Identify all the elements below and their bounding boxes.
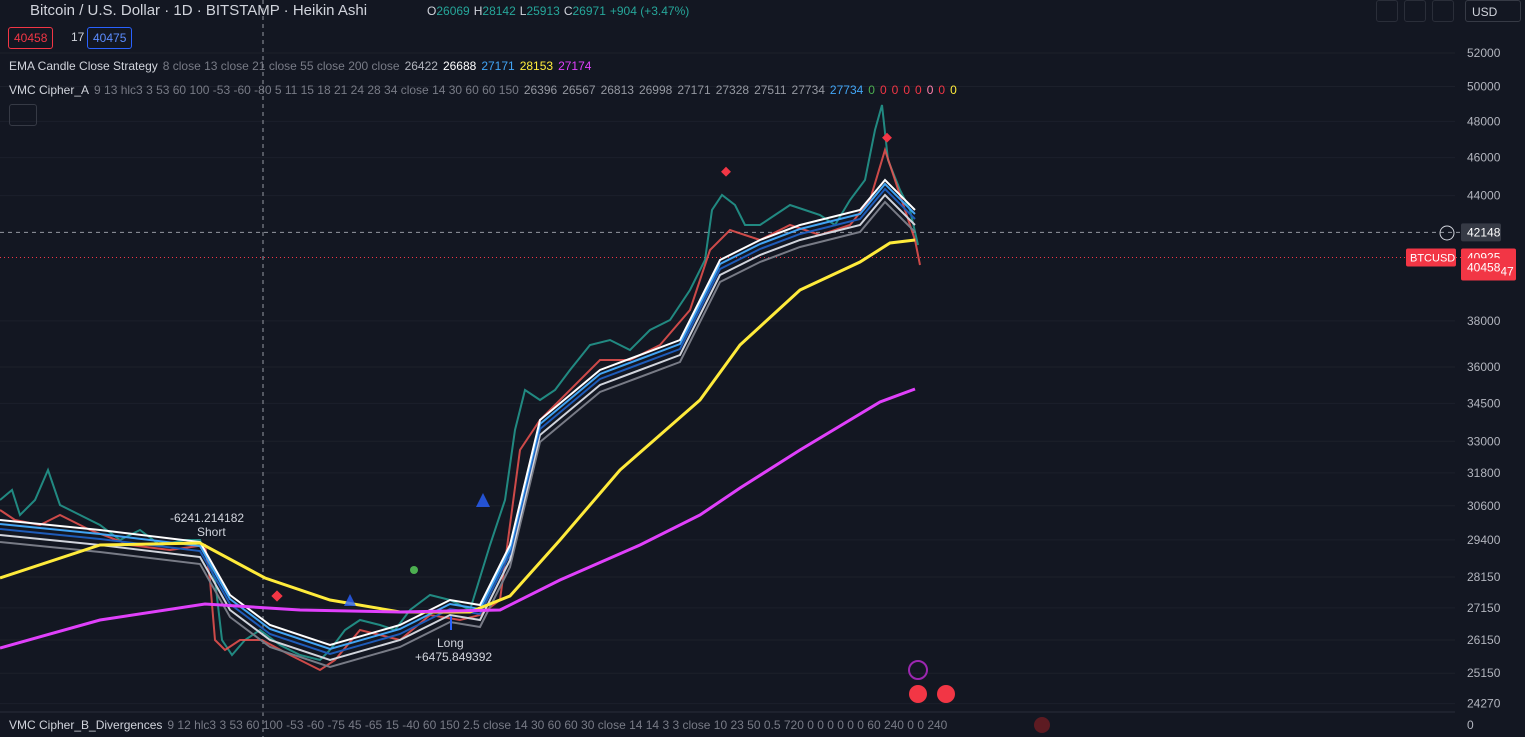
indicator-value: 27734 [791, 83, 825, 97]
indicator-value: 0 [868, 83, 875, 97]
indicator-value: 26688 [442, 59, 477, 73]
indicator-value: 0 [879, 83, 887, 97]
indicator-legend: VMC Cipher_A 9 13 hlc3 3 53 60 100 -53 -6… [9, 83, 957, 97]
y-tick-label: 28150 [1467, 570, 1501, 584]
indicator-value: 27511 [754, 83, 787, 97]
sell-marker [271, 590, 283, 602]
y-tick-label: 30600 [1467, 499, 1501, 513]
short-pnl: -6241.214182 [170, 511, 245, 525]
ohlc-value: 25913 [526, 4, 560, 18]
long-pnl: +6475.849392 [415, 650, 493, 664]
long-signal [476, 493, 490, 507]
y-tick-label: 44000 [1467, 189, 1501, 203]
toolbar-button[interactable] [1404, 0, 1426, 22]
ohlc-key: C [563, 4, 573, 18]
indicator-value: 26396 [523, 83, 558, 97]
indicator-params: 9 12 hlc3 3 53 60 100 -53 -60 -75 45 -65… [167, 718, 948, 732]
sell-marker [882, 132, 892, 143]
currency-select[interactable]: USD [1465, 0, 1521, 22]
indicator-value: 26813 [600, 83, 634, 97]
short-label: Short [197, 525, 226, 539]
y-tick-label: 34500 [1467, 396, 1501, 410]
indicator-value: 27328 [715, 83, 750, 97]
bid-label-bg [1461, 258, 1501, 277]
indicator-legend: EMA Candle Close Strategy 8 close 13 clos… [9, 59, 591, 73]
indicator-value: 28153 [519, 59, 554, 73]
indicator-value: 27734 [829, 83, 864, 97]
y-tick-label: 24270 [1467, 697, 1501, 711]
y-tick-label: 50000 [1467, 79, 1501, 93]
spread: 17 [71, 30, 85, 44]
ohlc-key: O [427, 4, 437, 18]
indicator-value: 0 [938, 83, 946, 97]
indicator-value: 27171 [677, 83, 711, 97]
y-tick-label: 31800 [1467, 466, 1501, 480]
indicator-value: 26998 [638, 83, 673, 97]
y-tick-label: 52000 [1467, 46, 1501, 60]
indicator-params: 9 13 hlc3 3 53 60 100 -53 -60 -80 5 11 1… [94, 83, 519, 97]
ohlc: O26069 H28142 L25913 C26971 +904 (+3.47%) [427, 4, 689, 18]
grid [0, 52, 1461, 705]
indicator-value: 27174 [558, 59, 592, 73]
indicator-name: VMC Cipher_B_Divergences [9, 718, 163, 732]
ohlc-value: 26971 [572, 4, 606, 18]
indicator-value: 0 [926, 83, 934, 97]
sell-marker [721, 166, 731, 177]
y-tick-label: 29400 [1467, 533, 1501, 547]
y-tick-label: 27150 [1467, 601, 1501, 615]
ohlc-change: +904 (+3.47%) [609, 4, 690, 18]
ema-ribbon [0, 178, 916, 669]
sell-button[interactable]: 40458 [8, 27, 54, 49]
indicator-value: 0 [950, 83, 957, 97]
indicator-params: 8 close 13 close 21 close 55 close 200 c… [162, 59, 400, 73]
event-flag [937, 685, 955, 703]
toolbar-button[interactable] [1432, 0, 1454, 22]
event-flag [909, 685, 927, 703]
y-tick-label: 46000 [1467, 151, 1501, 165]
long-signal [344, 594, 356, 606]
y-tick-label: 48000 [1467, 114, 1501, 128]
symbol-badge-bg [1406, 248, 1456, 267]
error-icon [1034, 717, 1050, 733]
bottom-legend: VMC Cipher_B_Divergences 9 12 hlc3 3 53 … [9, 718, 947, 732]
event-icon [908, 660, 928, 680]
indicator-name: EMA Candle Close Strategy [9, 59, 158, 73]
indicator-value: 0 [903, 83, 911, 97]
ohlc-value: 28142 [482, 4, 516, 18]
crosshair-label: 42148 [1467, 225, 1501, 239]
buy-button[interactable]: 40475 [87, 27, 133, 49]
symbol-title: Bitcoin / U.S. Dollar · 1D · BITSTAMP · … [30, 2, 368, 19]
bid-label: 40458 [1467, 260, 1501, 274]
buy-dot [410, 566, 418, 574]
crosshair-label-bg [1461, 223, 1501, 242]
y-tick-label: 38000 [1467, 314, 1501, 328]
bottom-axis-tick: 0 [1467, 718, 1474, 732]
indicator-value: 26567 [562, 83, 596, 97]
indicator-value: 0 [891, 83, 899, 97]
y-tick-label: 26150 [1467, 633, 1501, 647]
indicator-value: 27171 [481, 59, 515, 73]
y-tick-label: 36000 [1467, 360, 1501, 374]
symbol-badge: BTCUSD [1410, 253, 1455, 265]
indicator-value: 26422 [404, 59, 438, 73]
ohlc-key: L [519, 4, 527, 18]
toolbar-button[interactable] [1376, 0, 1398, 22]
ohlc-value: 26069 [436, 4, 470, 18]
indicator-value: 0 [915, 83, 922, 97]
y-tick-label: 33000 [1467, 434, 1501, 448]
long-label: Long [437, 636, 464, 650]
ohlc-key: H [473, 4, 483, 18]
signal-markers [271, 132, 1455, 733]
price-axis: 52000 50000 48000 46000 44000 38000 36000 34500… [1406, 46, 1516, 732]
indicator-name: VMC Cipher_A [9, 83, 90, 97]
y-tick-label: 25150 [1467, 666, 1501, 680]
collapse-button[interactable] [9, 104, 37, 126]
add-button[interactable] [1439, 225, 1455, 241]
